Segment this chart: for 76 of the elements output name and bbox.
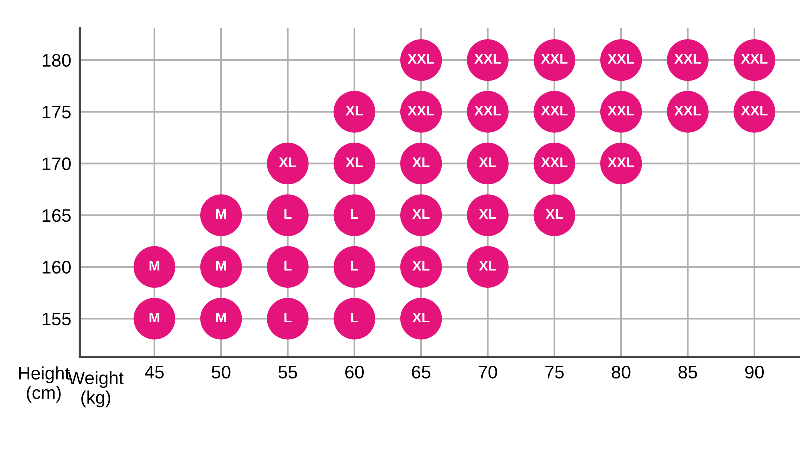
data-label: XXL: [541, 54, 568, 64]
data-label: XXL: [474, 54, 502, 64]
y-axis-title: Height (cm): [19, 366, 70, 403]
y-tick-label: 175: [42, 106, 71, 119]
x-tick-label: 80: [612, 366, 631, 379]
point: [200, 298, 242, 340]
x-tick-label: 55: [278, 366, 298, 379]
point: [467, 194, 509, 236]
data-label: XXL: [741, 106, 768, 116]
data-label: M: [216, 312, 226, 323]
y-tick-label: 155: [42, 313, 71, 326]
data-label: XXL: [674, 54, 702, 64]
data-label: XXL: [608, 106, 634, 116]
point: [334, 142, 376, 185]
data-label: XL: [412, 261, 430, 271]
point: [267, 298, 309, 340]
point: [200, 194, 242, 236]
x-tick-label: 90: [745, 366, 764, 379]
data-label: XL: [412, 209, 430, 220]
data-label: XL: [546, 209, 564, 220]
data-label: XXL: [408, 106, 434, 116]
data-label: L: [284, 261, 292, 271]
x-tick-label: 85: [678, 366, 698, 379]
point: [534, 194, 576, 236]
point: [267, 246, 309, 288]
data-label: XL: [346, 106, 364, 116]
point: [467, 246, 509, 288]
data-label: XL: [412, 158, 430, 168]
point: [400, 246, 442, 288]
data-label: M: [150, 261, 160, 271]
data-label: XL: [279, 158, 296, 168]
data-label: XXL: [608, 158, 634, 168]
point: [267, 142, 309, 185]
data-label: M: [216, 261, 226, 271]
point: [200, 246, 242, 288]
x-tick-label: 65: [412, 366, 431, 379]
x-tick-label: 75: [546, 366, 564, 379]
data-label: XXL: [608, 54, 634, 64]
data-label: L: [351, 209, 358, 220]
point: [134, 246, 176, 288]
data-label: XL: [346, 158, 364, 168]
y-tick-label: 180: [42, 54, 71, 67]
point: [467, 142, 509, 185]
x-axis-title: Weight (kg): [68, 371, 124, 408]
data-label: L: [351, 261, 358, 271]
x-tick-label: 60: [346, 366, 364, 379]
data-label: L: [351, 312, 358, 323]
data-label: L: [284, 209, 292, 220]
data-label: XXL: [541, 158, 568, 168]
point: [400, 142, 442, 185]
point: [400, 298, 442, 340]
y-tick-label: 170: [42, 158, 71, 170]
data-label: M: [150, 312, 160, 323]
data-label: XL: [479, 158, 496, 168]
point: [334, 91, 376, 133]
data-label: XL: [479, 209, 496, 220]
data-label: XL: [479, 261, 496, 271]
point: [134, 298, 176, 340]
x-tick-label: 70: [478, 366, 498, 379]
data-label: XXL: [741, 54, 768, 64]
data-label: XXL: [474, 106, 502, 116]
y-tick-label: 165: [42, 209, 71, 222]
data-label: XXL: [541, 106, 568, 116]
data-label: XXL: [408, 54, 434, 64]
y-tick-label: 160: [42, 261, 71, 274]
point: [400, 194, 442, 236]
point: [334, 194, 376, 236]
data-label: XXL: [674, 106, 702, 116]
x-tick-label: 50: [212, 366, 231, 379]
x-tick-label: 45: [145, 366, 164, 379]
data-label: M: [216, 209, 226, 220]
point: [334, 246, 376, 288]
data-label: XL: [412, 312, 430, 323]
data-label: L: [284, 312, 292, 323]
point: [334, 298, 376, 340]
point: [267, 194, 309, 236]
